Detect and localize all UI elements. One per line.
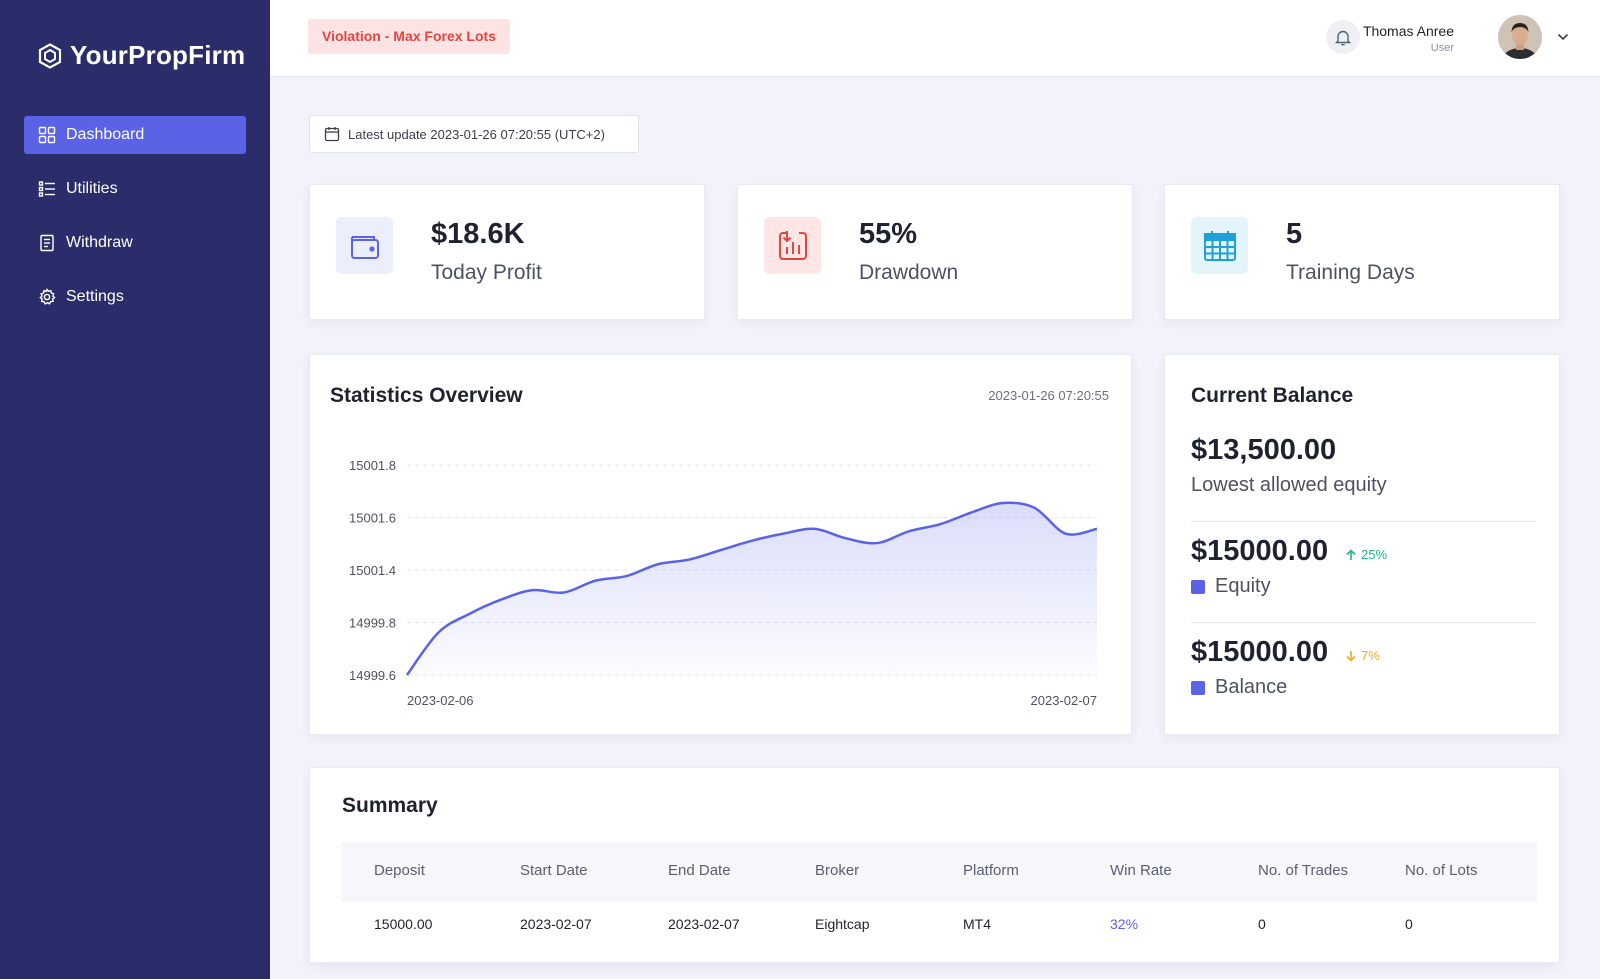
calendar-icon [1203, 230, 1236, 261]
balance-legend: Balance [1191, 676, 1287, 699]
balance-pct: 7% [1361, 648, 1380, 663]
latest-update-chip: Latest update 2023-01-26 07:20:55 (UTC+2… [309, 115, 639, 153]
summary-table-header [342, 842, 1537, 902]
table-cell-win-rate: 32% [1110, 916, 1139, 932]
sidebar-item-settings[interactable]: Settings [24, 278, 246, 316]
wallet-icon [350, 235, 379, 259]
statistics-date: 2023-01-26 07:20:55 [988, 388, 1109, 403]
stat-icon-box [1191, 217, 1248, 274]
table-cell-platform: MT4 [963, 916, 991, 932]
y-tick-label: 15001.4 [349, 563, 396, 578]
calendar-small-icon [324, 127, 340, 142]
stat-card-drawdown: 55% Drawdown [737, 184, 1133, 320]
sidebar-item-label: Dashboard [66, 126, 145, 143]
stat-icon-box [336, 217, 393, 274]
column-header-lots: No. of Lots [1405, 862, 1478, 879]
chevron-down-icon[interactable] [1556, 30, 1570, 44]
brand-logo[interactable]: YourPropFirm [38, 40, 245, 71]
grid-icon [38, 126, 56, 144]
sidebar-item-label: Settings [66, 288, 124, 305]
hexagon-logo-icon [38, 42, 62, 69]
table-cell-broker: Eightcap [815, 916, 870, 932]
chart-down-icon [778, 230, 807, 260]
table-cell-trades: 0 [1258, 916, 1266, 932]
avatar[interactable] [1498, 15, 1542, 59]
brand-name: YourPropFirm [70, 40, 246, 70]
chart-area [407, 502, 1097, 675]
y-tick-label: 15001.6 [349, 511, 396, 526]
stat-label: Today Profit [431, 261, 542, 284]
column-header-end-date: End Date [668, 862, 731, 879]
column-header-start-date: Start Date [520, 862, 588, 879]
divider [1191, 622, 1536, 623]
y-tick-label: 15001.8 [349, 458, 396, 473]
notification-button[interactable] [1326, 20, 1360, 54]
list-icon [38, 181, 55, 197]
sidebar-item-utilities[interactable]: Utilities [24, 170, 246, 208]
x-tick-label: 2023-02-07 [1031, 693, 1098, 708]
arrow-up-icon [1346, 548, 1356, 560]
summary-title: Summary [342, 794, 438, 817]
sidebar-item-label: Utilities [66, 180, 118, 197]
lowest-equity-text: Lowest allowed equity [1191, 474, 1387, 496]
bell-icon [1335, 30, 1351, 45]
user-avatar-icon [1498, 15, 1542, 59]
column-header-win-rate: Win Rate [1110, 862, 1172, 879]
balance-change: 7% [1345, 648, 1380, 663]
lowest-equity-amount: $13,500.00 [1191, 434, 1337, 466]
column-header-platform: Platform [963, 862, 1019, 879]
statistics-title: Statistics Overview [330, 384, 523, 407]
sidebar-nav: Dashboard Utilities Withdraw Settings [24, 116, 246, 332]
balance-amount: $15000.00 [1191, 636, 1329, 668]
balance-title: Current Balance [1191, 384, 1354, 407]
statistics-chart: 15001.8 15001.6 15001.4 14999.8 14999.6 2023… [349, 458, 1098, 708]
summary-card: Summary Deposit Start Date End Date Brok… [309, 767, 1560, 963]
violation-badge[interactable]: Violation - Max Forex Lots [308, 19, 510, 54]
current-balance-card: Current Balance $13,500.00 Lowest allowe… [1164, 354, 1560, 735]
table-cell-start-date: 2023-02-07 [520, 916, 592, 932]
equity-legend: Equity [1191, 575, 1271, 598]
sidebar: YourPropFirm Dashboard Utilities Withdra… [0, 0, 270, 979]
equity-change: 25% [1345, 547, 1387, 562]
user-name[interactable]: Thomas Anree [1362, 23, 1454, 39]
chart-line [405, 501, 1098, 676]
stat-label: Training Days [1286, 261, 1415, 284]
divider [1191, 521, 1536, 522]
equity-swatch [1191, 579, 1205, 594]
stat-icon-box [764, 217, 821, 274]
equity-amount: $15000.00 [1191, 535, 1329, 567]
sidebar-item-label: Withdraw [66, 234, 133, 251]
sidebar-item-withdraw[interactable]: Withdraw [24, 224, 246, 262]
stat-card-training-days: 5 Training Days [1164, 184, 1560, 320]
stat-value: 5 [1286, 218, 1303, 250]
equity-label: Equity [1215, 575, 1271, 597]
lowest-equity-label: Lowest allowed equity [1191, 474, 1387, 497]
statistics-overview-card: Statistics Overview 2023-01-26 07:20:55 … [309, 354, 1132, 735]
receipt-icon [40, 234, 54, 252]
stat-label: Drawdown [859, 261, 959, 284]
table-cell-lots: 0 [1405, 916, 1413, 932]
balance-swatch [1191, 680, 1205, 695]
equity-pct: 25% [1361, 547, 1388, 562]
arrow-down-icon [1346, 650, 1356, 662]
user-role: User [1430, 42, 1454, 54]
gear-icon [39, 288, 56, 305]
y-tick-label: 14999.8 [349, 616, 396, 631]
column-header-deposit: Deposit [374, 862, 425, 879]
y-tick-label: 14999.6 [349, 668, 396, 683]
stat-value: 55% [859, 218, 918, 250]
table-cell-end-date: 2023-02-07 [668, 916, 740, 932]
sidebar-item-dashboard[interactable]: Dashboard [24, 116, 246, 154]
stat-card-profit: $18.6K Today Profit [309, 184, 705, 320]
column-header-trades: No. of Trades [1258, 862, 1349, 879]
latest-update-text: Latest update 2023-01-26 07:20:55 (UTC+2… [348, 126, 605, 142]
balance-label: Balance [1215, 676, 1288, 698]
table-cell-deposit: 15000.00 [374, 916, 433, 932]
stat-value: $18.6K [431, 218, 525, 250]
column-header-broker: Broker [815, 862, 860, 879]
top-header: Violation - Max Forex Lots Thomas Anree … [270, 0, 1600, 77]
x-tick-label: 2023-02-06 [407, 693, 474, 708]
